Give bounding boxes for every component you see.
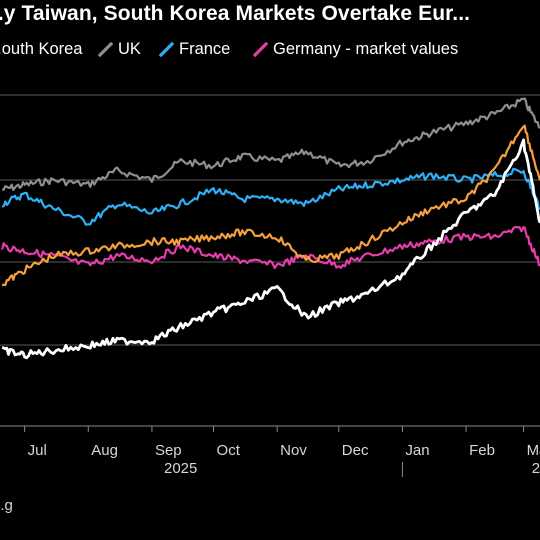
source-note: ...g [0, 497, 13, 514]
legend-item-south-korea: ...outh Korea [0, 40, 82, 59]
legend-item-germany: Germany - market values [253, 40, 458, 59]
series-line-uk [1, 97, 540, 191]
x-axis: Jul Aug Sep Oct Nov Dec Jan Feb Mar 2025 2026 [0, 425, 540, 477]
legend-swatch-france-icon [159, 42, 174, 57]
legend-swatch-france-stroke [159, 42, 174, 57]
legend-label-south-korea: ...outh Korea [0, 40, 83, 58]
x-tick-label-aug: Aug [91, 442, 118, 459]
x-tick-label-dec: Dec [342, 442, 369, 459]
x-year-label-2025: 2025 [164, 460, 197, 477]
chart-title: ...y Taiwan, South Korea Markets Overtak… [0, 2, 471, 25]
x-tick-label-nov: Nov [280, 442, 307, 459]
x-tick-label-feb: Feb [469, 442, 495, 459]
legend-swatch-uk-stroke [98, 42, 113, 57]
legend-item-uk: UK [98, 40, 141, 59]
legend-item-france: France [159, 40, 230, 59]
series-line-germany-market-values [1, 225, 540, 270]
legend-swatch-uk-icon [98, 42, 113, 57]
series-line-taiwan [1, 124, 540, 287]
x-tick-label-jan: Jan [405, 442, 429, 459]
x-tick-label-jul: Jul [28, 442, 47, 459]
x-tick-label-mar: Mar [527, 442, 540, 459]
legend-label-germany: Germany - market values [273, 40, 459, 58]
legend-swatch-germany-stroke [253, 42, 268, 57]
legend-swatch-germany-icon [253, 42, 268, 57]
series-line-south-korea [1, 138, 540, 360]
legend-label-uk: UK [118, 40, 141, 58]
series-line-france [1, 167, 540, 226]
series-lines [1, 97, 540, 360]
x-year-label-2026: 2026 [532, 460, 540, 477]
legend-label-france: France [179, 40, 231, 58]
legend: ...outh Korea UK France Germany - market… [0, 40, 540, 62]
x-tick-label-oct: Oct [217, 442, 241, 459]
x-tick-label-sep: Sep [155, 442, 182, 459]
